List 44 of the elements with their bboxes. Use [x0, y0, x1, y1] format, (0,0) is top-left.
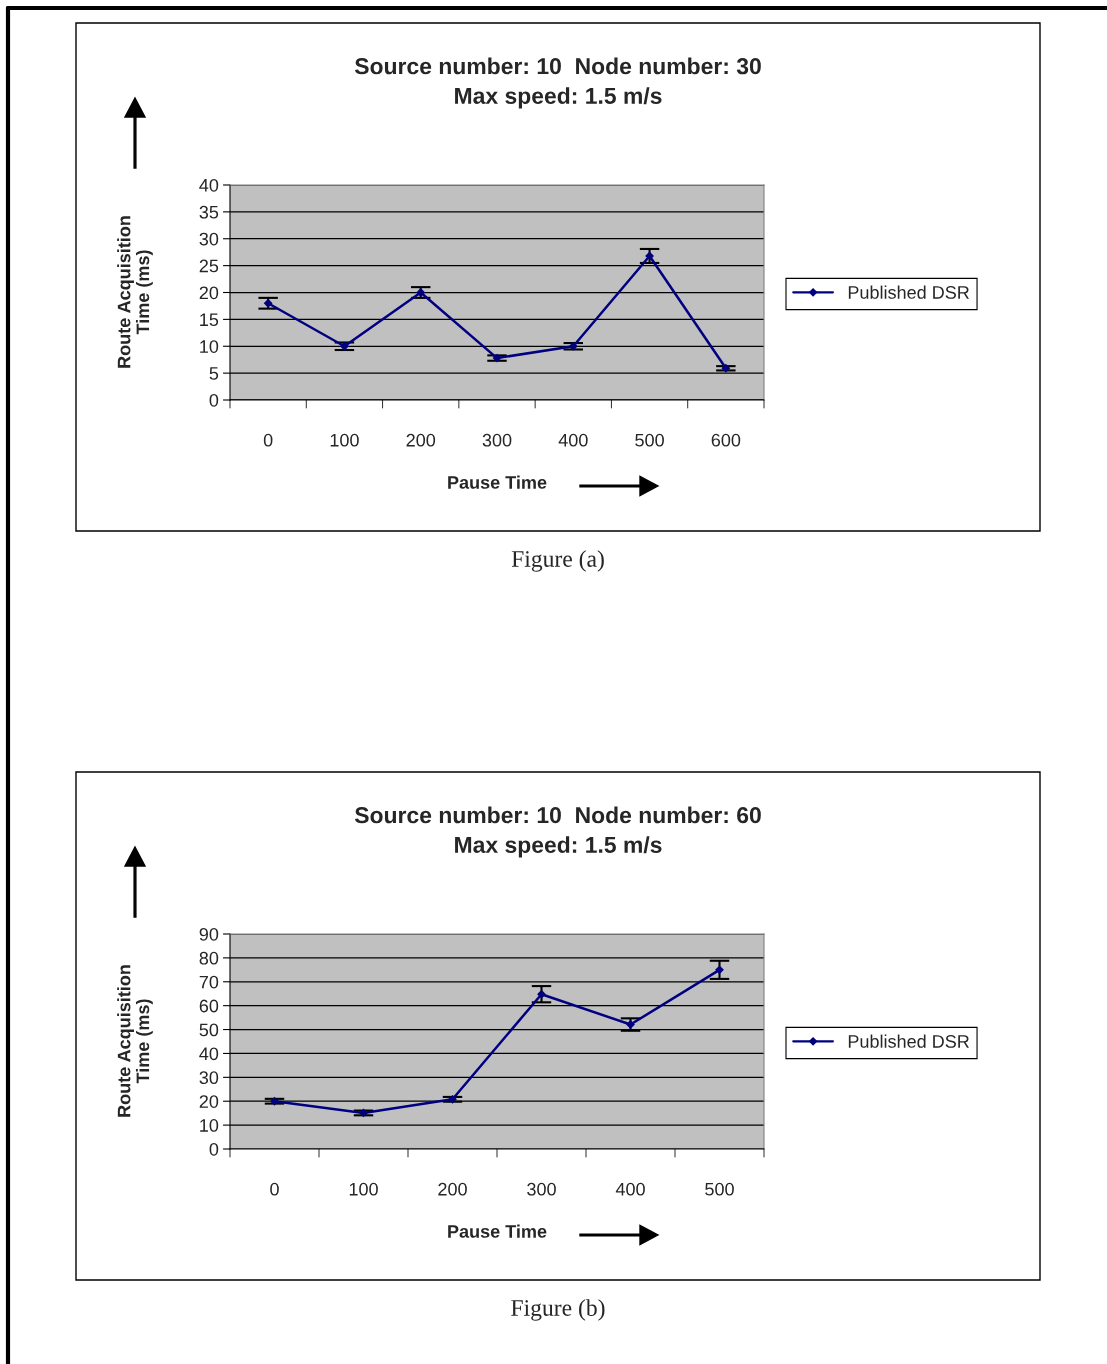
x-axis-title: Pause Time: [448, 1224, 547, 1238]
y-axis-title: Route Acquisition Time (ms): [117, 216, 153, 368]
x-tick-label: 0: [263, 433, 273, 447]
x-tick-label: 100: [349, 1182, 378, 1196]
legend-label: Published DSR: [848, 1034, 969, 1048]
y-tick-label: 15: [200, 313, 219, 327]
point: [715, 965, 724, 974]
y-tick-label: 70: [199, 975, 219, 989]
y-tick-label: 40: [199, 1047, 219, 1061]
x-tick-label: 100: [330, 433, 359, 447]
x-tick-label: 0: [270, 1182, 279, 1196]
y-axis-title: Route Acquisition Time (ms): [117, 965, 153, 1117]
chart-title: Source number: 10 Node number: 30 Max speed: 1.5 m/s: [354, 57, 761, 109]
y-tick-label: 25: [199, 259, 219, 273]
y-tick-label: 0: [209, 1142, 219, 1156]
y-tick-label: 30: [199, 232, 219, 246]
x-tick-label: 200: [406, 433, 436, 447]
y-tick-label: 5: [209, 367, 219, 380]
x-tick-label: 300: [482, 433, 512, 447]
x-tick-label: 500: [635, 433, 664, 447]
x-tick-label: 400: [558, 433, 588, 447]
y-tick-label: 90: [199, 927, 219, 941]
y-tick-label: 50: [199, 1023, 219, 1037]
x-tick-label: 500: [705, 1182, 734, 1196]
text: Figure (b): [511, 1299, 605, 1321]
y-tick-label: 10: [200, 1119, 219, 1132]
y-tick-label: 20: [199, 1095, 219, 1108]
y-tick-label: 20: [199, 286, 219, 300]
x-axis-title: Pause Time: [448, 475, 547, 489]
x-tick-label: 300: [527, 1182, 556, 1196]
y-tick-label: 80: [199, 951, 219, 965]
x-tick-label: 600: [711, 433, 741, 447]
y-tick-label: 60: [199, 999, 219, 1013]
text: Figure (a): [511, 550, 604, 572]
legend-label: Published DSR: [848, 285, 969, 299]
x-tick-label: 200: [438, 1182, 467, 1196]
chart-title: Source number: 10 Node number: 60 Max speed: 1.5 m/s: [354, 806, 761, 858]
y-tick-label: 0: [209, 393, 219, 407]
y-tick-label: 40: [199, 178, 219, 192]
y-tick-label: 30: [199, 1071, 219, 1085]
x-tick-label: 400: [615, 1182, 645, 1196]
y-tick-label: 35: [199, 205, 219, 219]
point: [537, 990, 546, 999]
y-tick-label: 10: [200, 340, 219, 353]
